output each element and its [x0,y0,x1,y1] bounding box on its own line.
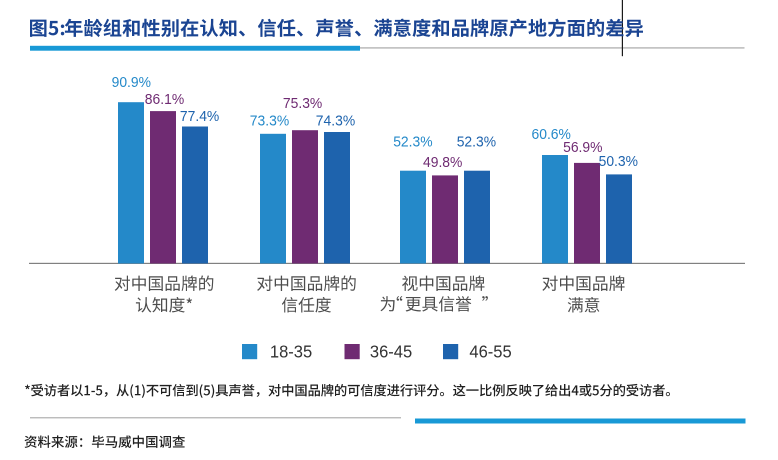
svg-text:49.8%: 49.8% [423,155,462,171]
svg-text:56.9%: 56.9% [563,140,602,156]
svg-text:74.3%: 74.3% [316,113,355,129]
svg-text:46-55: 46-55 [469,342,511,362]
svg-text:18-35: 18-35 [270,342,312,362]
svg-text:60.6%: 60.6% [532,127,571,143]
svg-text:90.9%: 90.9% [112,75,151,91]
svg-text:52.3%: 52.3% [393,135,432,151]
svg-text:36-45: 36-45 [370,342,412,362]
svg-text:86.1%: 86.1% [145,92,184,108]
svg-text:73.3%: 73.3% [250,113,289,129]
svg-text:77.4%: 77.4% [180,109,219,125]
svg-text:50.3%: 50.3% [599,154,638,170]
svg-text:75.3%: 75.3% [283,96,322,112]
svg-text:52.3%: 52.3% [457,135,496,151]
